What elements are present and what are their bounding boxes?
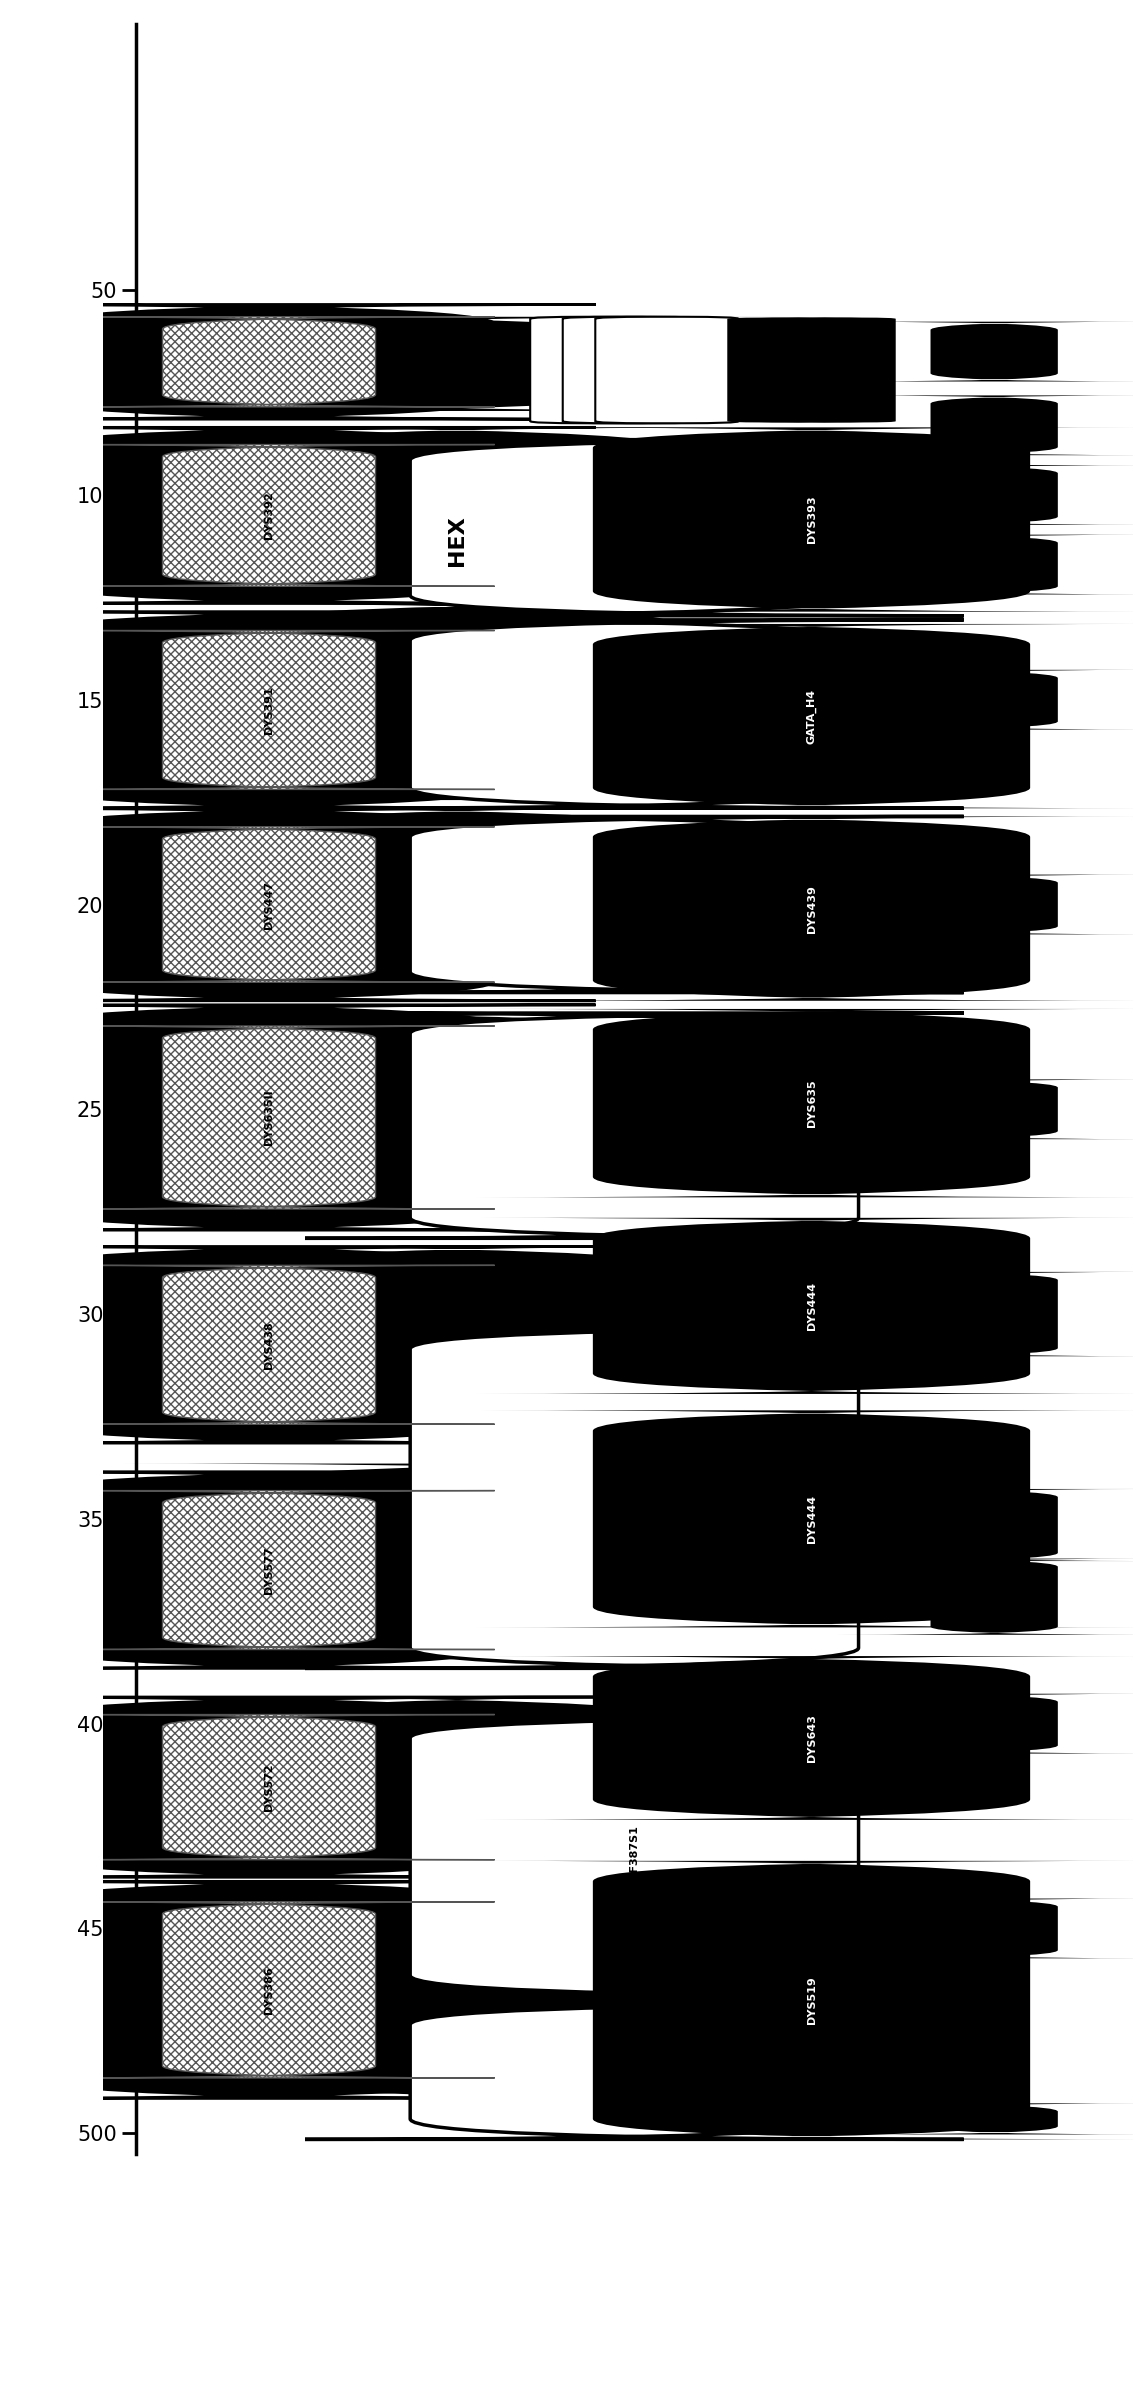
FancyBboxPatch shape (43, 1713, 494, 1859)
FancyBboxPatch shape (477, 1409, 1144, 1627)
Text: SUM: SUM (625, 514, 644, 572)
Text: DYS635II: DYS635II (264, 1089, 275, 1146)
FancyBboxPatch shape (0, 428, 596, 603)
FancyBboxPatch shape (120, 603, 795, 799)
FancyBboxPatch shape (0, 1247, 596, 1443)
FancyBboxPatch shape (305, 1012, 963, 1237)
FancyBboxPatch shape (836, 873, 1144, 933)
Text: DYS444: DYS444 (807, 1283, 817, 1331)
Text: DYS481: DYS481 (629, 689, 639, 737)
FancyBboxPatch shape (728, 318, 817, 424)
FancyBboxPatch shape (836, 534, 1144, 593)
FancyBboxPatch shape (43, 316, 494, 407)
FancyBboxPatch shape (43, 1266, 494, 1424)
Text: DYS391: DYS391 (264, 687, 275, 735)
Text: DYS519: DYS519 (807, 1977, 817, 2024)
FancyBboxPatch shape (477, 428, 1144, 613)
FancyBboxPatch shape (305, 620, 963, 809)
Text: DYS386: DYS386 (264, 1967, 275, 2015)
FancyBboxPatch shape (120, 1465, 795, 1639)
FancyBboxPatch shape (120, 428, 795, 591)
FancyBboxPatch shape (836, 1558, 1144, 1634)
FancyBboxPatch shape (836, 321, 1144, 380)
FancyBboxPatch shape (43, 629, 494, 790)
FancyBboxPatch shape (477, 1862, 1144, 2139)
FancyBboxPatch shape (836, 395, 1144, 455)
FancyBboxPatch shape (836, 1898, 1144, 1957)
Text: DYS447: DYS447 (264, 881, 275, 928)
FancyBboxPatch shape (43, 445, 494, 586)
Text: HEX: HEX (447, 514, 467, 567)
FancyBboxPatch shape (836, 1488, 1144, 1560)
Text: 6-FAM: 6-FAM (259, 514, 279, 593)
FancyBboxPatch shape (305, 1718, 963, 1996)
FancyBboxPatch shape (120, 1247, 795, 1436)
FancyBboxPatch shape (754, 318, 843, 424)
FancyBboxPatch shape (0, 1005, 596, 1230)
Text: DYS390: DYS390 (629, 1101, 639, 1149)
FancyBboxPatch shape (477, 1218, 1144, 1395)
Text: DYS393: DYS393 (807, 495, 817, 543)
FancyBboxPatch shape (836, 1273, 1144, 1357)
FancyBboxPatch shape (0, 304, 596, 419)
FancyBboxPatch shape (477, 625, 1144, 809)
Text: DYS439: DYS439 (807, 885, 817, 933)
FancyBboxPatch shape (120, 809, 795, 984)
FancyBboxPatch shape (780, 318, 869, 424)
FancyBboxPatch shape (305, 440, 963, 615)
FancyBboxPatch shape (530, 316, 674, 424)
Text: DYS577: DYS577 (264, 1546, 275, 1594)
Text: DYS438: DYS438 (264, 1321, 275, 1369)
FancyBboxPatch shape (120, 1697, 795, 1862)
FancyBboxPatch shape (807, 318, 896, 424)
Text: DYS643: DYS643 (807, 1713, 817, 1761)
Text: LYN: LYN (802, 514, 821, 560)
FancyBboxPatch shape (836, 670, 1144, 730)
FancyBboxPatch shape (595, 316, 739, 424)
Text: DYS392: DYS392 (264, 491, 275, 538)
Text: DYS444: DYS444 (807, 1496, 817, 1543)
Text: DYF387S1: DYF387S1 (629, 1826, 639, 1888)
FancyBboxPatch shape (305, 816, 963, 993)
FancyBboxPatch shape (0, 1472, 596, 1668)
Text: GATA_H4: GATA_H4 (807, 689, 817, 744)
FancyBboxPatch shape (836, 1694, 1144, 1754)
Text: DYS460: DYS460 (629, 2048, 639, 2096)
FancyBboxPatch shape (43, 1027, 494, 1208)
FancyBboxPatch shape (477, 1010, 1144, 1196)
FancyBboxPatch shape (120, 316, 795, 412)
FancyBboxPatch shape (305, 2005, 963, 2139)
FancyBboxPatch shape (43, 826, 494, 981)
FancyBboxPatch shape (0, 1697, 596, 1876)
FancyBboxPatch shape (120, 1012, 795, 1206)
FancyBboxPatch shape (0, 809, 596, 1000)
FancyBboxPatch shape (563, 316, 706, 424)
FancyBboxPatch shape (43, 1491, 494, 1649)
Text: DYS635: DYS635 (807, 1079, 817, 1127)
FancyBboxPatch shape (836, 1079, 1144, 1139)
FancyBboxPatch shape (43, 1902, 494, 2077)
FancyBboxPatch shape (477, 816, 1144, 1000)
FancyBboxPatch shape (477, 1656, 1144, 1821)
Text: DYS385: DYS385 (629, 1474, 639, 1522)
FancyBboxPatch shape (836, 464, 1144, 524)
FancyBboxPatch shape (305, 1328, 963, 1668)
Text: DYS572: DYS572 (264, 1764, 275, 1812)
Text: DYS533: DYS533 (629, 881, 639, 928)
FancyBboxPatch shape (0, 1881, 596, 2099)
FancyBboxPatch shape (0, 613, 596, 809)
Text: PUR: PUR (984, 514, 1004, 567)
FancyBboxPatch shape (120, 1893, 795, 2099)
Text: DYS437: DYS437 (629, 505, 639, 550)
FancyBboxPatch shape (836, 2103, 1144, 2135)
